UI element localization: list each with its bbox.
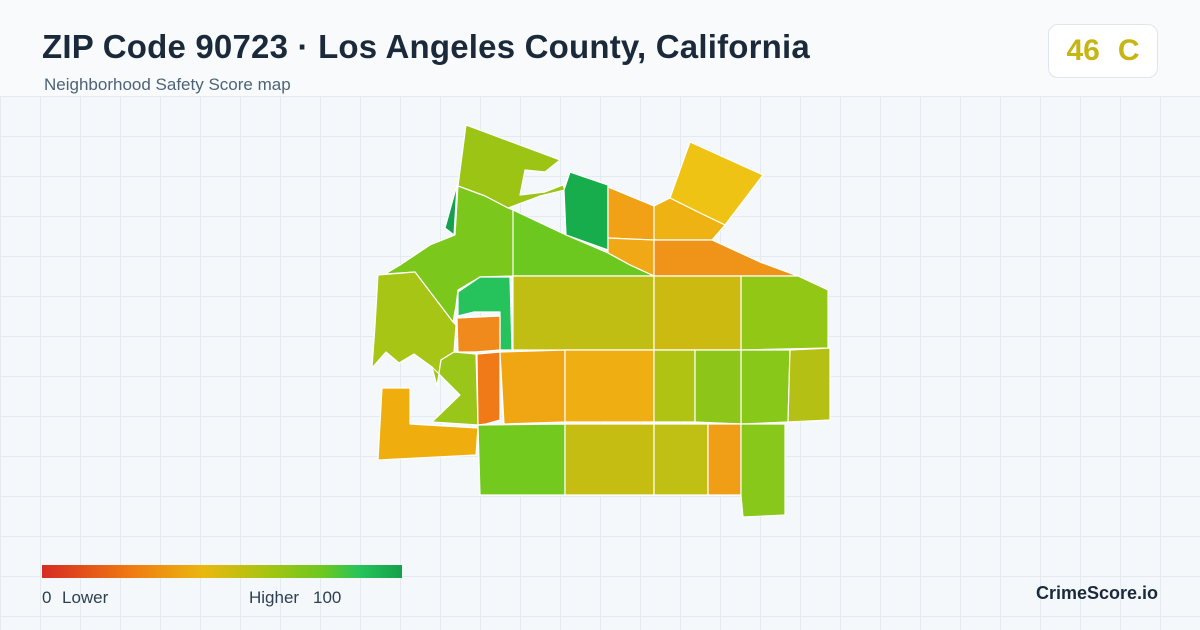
map-area[interactable] (740, 275, 829, 351)
map-area[interactable] (431, 351, 479, 426)
map-area[interactable] (607, 186, 655, 241)
safety-score-grade: C (1117, 34, 1140, 67)
map-area[interactable] (456, 315, 501, 353)
map-area[interactable] (740, 423, 786, 518)
map-area[interactable] (653, 275, 742, 351)
map-area[interactable] (477, 423, 566, 496)
map-area[interactable] (499, 349, 566, 425)
header: ZIP Code 90723 · Los Angeles County, Cal… (0, 0, 1200, 96)
legend-color-scale (42, 565, 402, 578)
page-subtitle: Neighborhood Safety Score map (44, 75, 291, 94)
map-area[interactable] (384, 185, 515, 323)
map-areas (371, 124, 831, 518)
map-area[interactable] (740, 349, 791, 425)
map-area[interactable] (444, 184, 458, 236)
map-area[interactable] (694, 349, 742, 425)
map-area[interactable] (653, 239, 799, 277)
map-area[interactable] (564, 349, 655, 423)
page-title: ZIP Code 90723 · Los Angeles County, Cal… (42, 28, 810, 65)
map-area[interactable] (787, 347, 831, 423)
legend-higher-label: Higher (249, 588, 300, 607)
legend-lower-label: Lower (62, 588, 109, 607)
safety-score-badge: 46 C (1048, 24, 1158, 78)
safety-score-value: 46 (1066, 34, 1100, 67)
brand-logo-text[interactable]: CrimeScore.io (1035, 583, 1158, 603)
map-area[interactable] (707, 423, 742, 496)
map-area[interactable] (476, 351, 501, 426)
map-area[interactable] (563, 171, 609, 251)
map-area[interactable] (512, 275, 655, 351)
map-area[interactable] (564, 423, 655, 496)
legend-min-value: 0 (42, 588, 52, 607)
map-area[interactable] (653, 349, 696, 423)
legend-max-value: 100 (313, 588, 342, 607)
map-area[interactable] (653, 423, 709, 496)
